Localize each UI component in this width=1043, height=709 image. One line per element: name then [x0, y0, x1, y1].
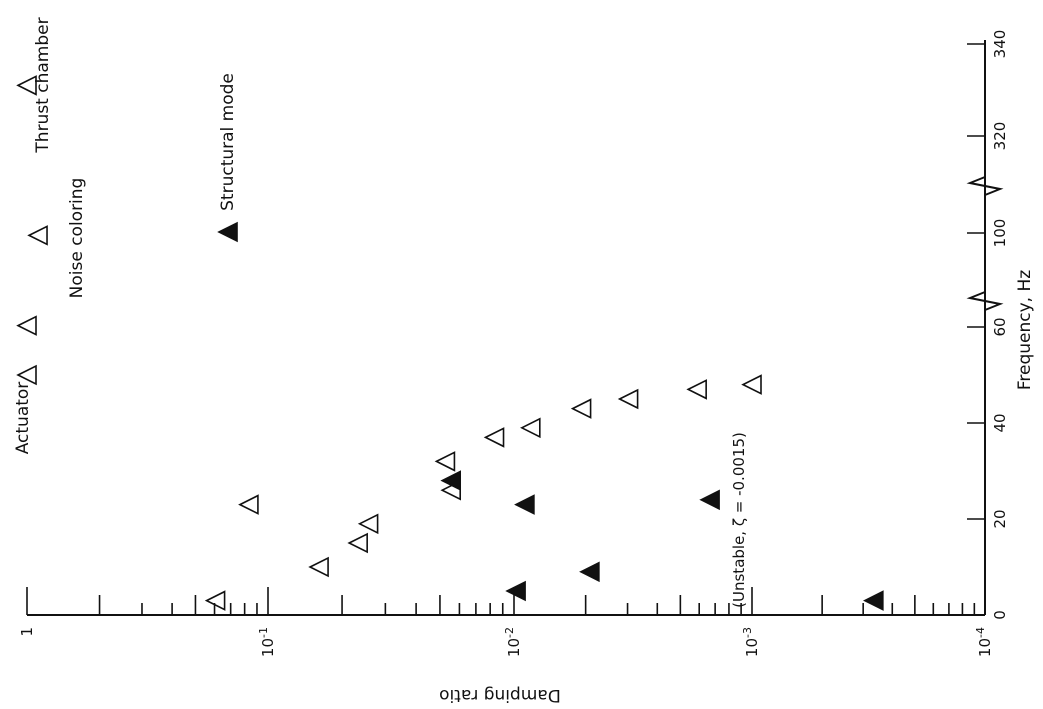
damping-axis-title: Damping ratio: [439, 685, 561, 705]
series-label: Actuator: [13, 382, 33, 455]
series-label: Noise coloring: [67, 178, 87, 299]
frequency-tick-label: 320: [991, 122, 1009, 151]
damping-tick-label: 10-3: [741, 627, 761, 657]
structural-mode-point: [699, 489, 720, 511]
structural-mode-point: [579, 561, 600, 583]
open-triangle-point: [238, 494, 259, 515]
open-triangle-point: [27, 225, 48, 246]
open-triangle-point: [357, 513, 379, 535]
open-triangle-point: [308, 556, 329, 578]
structural-mode-point: [440, 470, 462, 491]
damping-tick-text: 10-3: [741, 627, 761, 657]
chart-labels: 1 10-1 10-2 10-3 10-4 0 20 40 60 100 320 340 Frequen…: [13, 17, 1035, 705]
open-triangle-point: [16, 75, 37, 96]
unstable-annotation: (Unstable, ζ = -0.0015): [730, 432, 748, 608]
damping-tick-label: 10-4: [974, 627, 994, 657]
structural-mode-point: [514, 494, 535, 515]
damping-tick-text: 1: [18, 627, 36, 637]
frequency-tick-label: 40: [991, 413, 1009, 432]
damping-tick-label: 1: [18, 627, 36, 637]
open-triangle-point: [434, 451, 456, 472]
open-triangle-point: [16, 364, 37, 386]
data-marks: [16, 75, 884, 611]
open-triangle-point: [570, 398, 592, 419]
axes: [26, 40, 1004, 616]
axis-break: [966, 176, 1004, 196]
open-triangle-point: [483, 427, 505, 448]
legend-label: Structural mode: [218, 73, 238, 211]
structural-mode-point: [863, 590, 884, 611]
damping-tick-text: 10-4: [974, 627, 994, 657]
damping-tick-label: 10-2: [503, 627, 523, 657]
legend-marker: [217, 221, 238, 243]
frequency-tick-label: 0: [991, 610, 1009, 620]
series-label: Thrust chamber: [33, 17, 53, 153]
frequency-tick-label: 100: [991, 219, 1009, 248]
frequency-tick-label: 340: [991, 30, 1009, 59]
open-triangle-point: [204, 590, 226, 611]
damping-tick-text: 10-2: [503, 627, 523, 657]
frequency-tick-label: 20: [991, 509, 1009, 528]
structural-mode-point: [505, 580, 526, 602]
open-triangle-point: [686, 379, 707, 400]
damping-tick-text: 10-1: [257, 627, 277, 657]
open-triangle-point: [16, 315, 37, 336]
damping-tick-label: 10-1: [257, 627, 277, 657]
axis-break: [966, 291, 1004, 311]
frequency-axis-title: Frequency, Hz: [1015, 270, 1035, 390]
open-triangle-point: [741, 374, 762, 395]
open-triangle-point: [520, 417, 541, 439]
open-triangle-point: [347, 532, 368, 554]
open-triangle-point: [617, 388, 639, 410]
frequency-tick-label: 60: [991, 317, 1009, 336]
